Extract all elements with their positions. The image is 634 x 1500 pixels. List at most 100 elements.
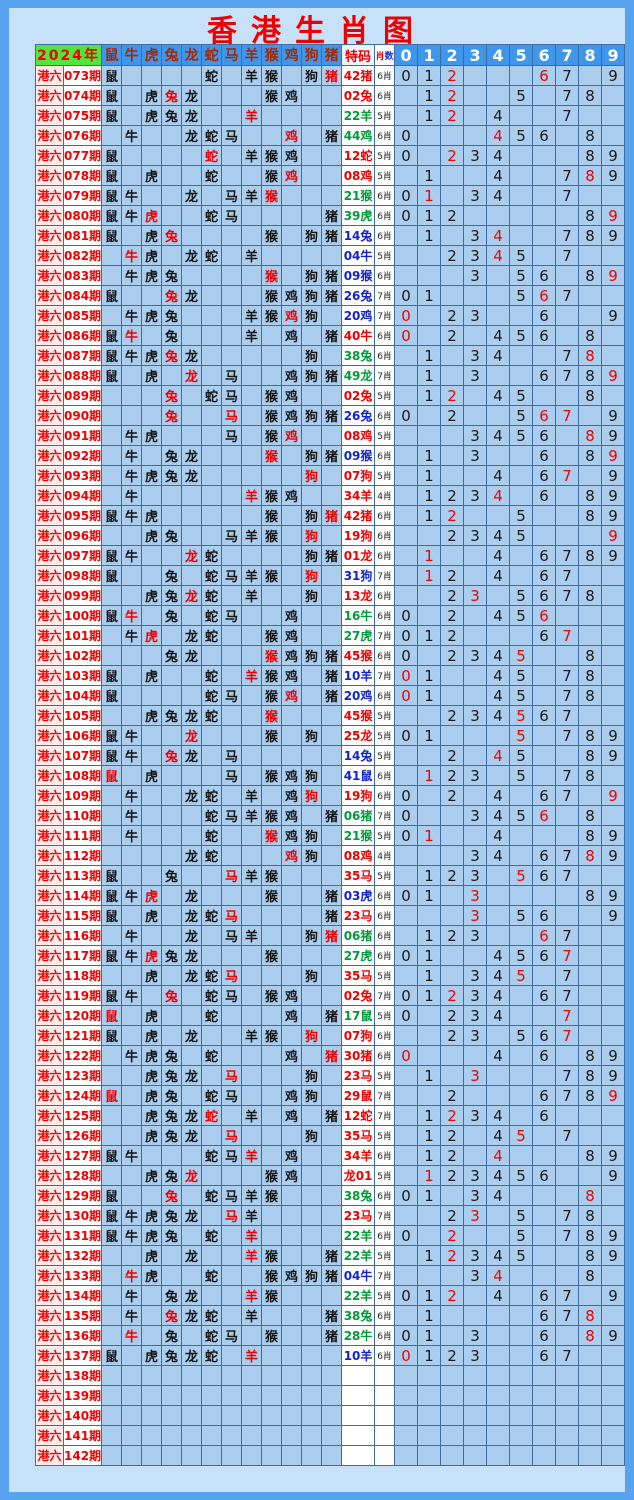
zodiac-cell: 牛 <box>121 725 143 746</box>
digit-cell <box>417 705 442 726</box>
zodiac-cell <box>101 785 123 806</box>
digit-cell: 6 <box>532 425 557 446</box>
zodiac-cell <box>101 1245 123 1266</box>
digit-cell <box>463 1305 488 1326</box>
zodiac-cell <box>181 1325 203 1346</box>
digit-cell: 4 <box>486 345 511 366</box>
special-code-cell: 29鼠 <box>341 1085 376 1106</box>
zodiac-cell: 蛇 <box>201 585 223 606</box>
special-code-cell: 08鸡 <box>341 425 376 446</box>
special-code-cell: 12蛇 <box>341 1105 376 1126</box>
special-code-cell <box>341 1425 376 1446</box>
zodiac-header: 猴 <box>261 44 283 66</box>
zodiac-cell <box>241 1405 263 1426</box>
digit-cell <box>532 525 557 546</box>
zodiac-cell <box>281 445 303 466</box>
zodiac-cell <box>301 1345 323 1366</box>
zodiac-cell: 牛 <box>121 425 143 446</box>
xiao-count-cell: 7肖 <box>374 625 396 646</box>
zodiac-cell <box>201 285 223 306</box>
digit-cell: 9 <box>601 1325 626 1346</box>
zodiac-cell: 猪 <box>321 265 343 286</box>
zodiac-cell: 狗 <box>301 505 323 526</box>
zodiac-cell <box>281 225 303 246</box>
digit-cell: 5 <box>509 505 534 526</box>
zodiac-cell: 马 <box>221 805 243 826</box>
zodiac-cell <box>141 565 163 586</box>
zodiac-cell: 龙 <box>181 585 203 606</box>
zodiac-cell <box>301 1325 323 1346</box>
period-cell: 121期 <box>62 1025 103 1046</box>
period-cell: 120期 <box>62 1005 103 1026</box>
digit-cell: 1 <box>417 1125 442 1146</box>
zodiac-cell <box>241 1005 263 1026</box>
zodiac-cell: 龙 <box>181 285 203 306</box>
digit-cell <box>394 385 419 406</box>
zodiac-cell: 鼠 <box>101 1025 123 1046</box>
digit-cell <box>463 85 488 106</box>
digit-cell: 1 <box>417 1065 442 1086</box>
zodiac-cell <box>121 1085 143 1106</box>
zodiac-cell: 猪 <box>321 1265 343 1286</box>
zodiac-cell <box>301 425 323 446</box>
table-row: 港六 082期牛虎龙蛇羊 04牛 5肖 2 3 4 5 7 <box>35 245 626 266</box>
digit-cell: 2 <box>440 205 465 226</box>
digit-cell <box>440 545 465 566</box>
digit-cell: 5 <box>509 705 534 726</box>
zodiac-cell <box>281 1065 303 1086</box>
zodiac-cell <box>241 985 263 1006</box>
special-code-cell: 08鸡 <box>341 165 376 186</box>
zodiac-cell: 牛 <box>121 985 143 1006</box>
digit-cell: 8 <box>578 745 603 766</box>
zodiac-cell: 狗 <box>301 825 323 846</box>
digit-cell <box>601 585 626 606</box>
digit-cell <box>463 605 488 626</box>
zodiac-cell: 牛 <box>121 1045 143 1066</box>
zodiac-cell <box>141 1305 163 1326</box>
digit-cell: 4 <box>486 325 511 346</box>
digit-cell <box>509 545 534 566</box>
zodiac-cell <box>321 825 343 846</box>
zodiac-cell <box>281 905 303 926</box>
digit-cell: 6 <box>532 985 557 1006</box>
zodiac-cell: 虎 <box>141 1125 163 1146</box>
zodiac-cell <box>101 825 123 846</box>
league-label-cell: 港六 <box>35 125 64 146</box>
zodiac-cell: 蛇 <box>201 385 223 406</box>
digit-cell <box>463 285 488 306</box>
digit-cell: 3 <box>463 925 488 946</box>
zodiac-cell <box>241 545 263 566</box>
zodiac-cell <box>141 325 163 346</box>
digit-cell: 1 <box>417 545 442 566</box>
zodiac-cell: 龙 <box>181 645 203 666</box>
period-cell: 075期 <box>62 105 103 126</box>
zodiac-cell <box>301 885 323 906</box>
digit-cell: 7 <box>555 665 580 686</box>
digit-cell <box>532 385 557 406</box>
period-cell: 115期 <box>62 905 103 926</box>
table-row: 港六 101期牛虎龙蛇猴鸡 27虎 7肖 0 1 2 6 7 <box>35 625 626 646</box>
zodiac-cell: 马 <box>221 125 243 146</box>
digit-cell: 6 <box>532 865 557 886</box>
league-label-cell: 港六 <box>35 265 64 286</box>
zodiac-cell: 虎 <box>141 665 163 686</box>
league-label-cell: 港六 <box>35 1445 64 1466</box>
digit-cell <box>486 1425 511 1446</box>
zodiac-cell <box>261 905 283 926</box>
digit-cell <box>394 1265 419 1286</box>
digit-cell: 3 <box>463 1245 488 1266</box>
digit-cell: 8 <box>578 585 603 606</box>
digit-cell <box>578 905 603 926</box>
digit-cell <box>532 85 557 106</box>
digit-cell: 3 <box>463 365 488 386</box>
zodiac-cell: 猴 <box>261 525 283 546</box>
zodiac-cell <box>241 705 263 726</box>
digit-cell <box>555 1245 580 1266</box>
table-row: 港六 092期牛兔龙猴狗猪 09猴 6肖 1 3 6 8 9 <box>35 445 626 466</box>
zodiac-cell: 羊 <box>241 925 263 946</box>
zodiac-cell: 牛 <box>121 1285 143 1306</box>
table-row: 港六 088期鼠虎龙马鸡狗猪 49龙 7肖 1 3 6 7 8 9 <box>35 365 626 386</box>
digit-cell <box>417 405 442 426</box>
zodiac-cell: 鼠 <box>101 1205 123 1226</box>
zodiac-cell <box>121 365 143 386</box>
